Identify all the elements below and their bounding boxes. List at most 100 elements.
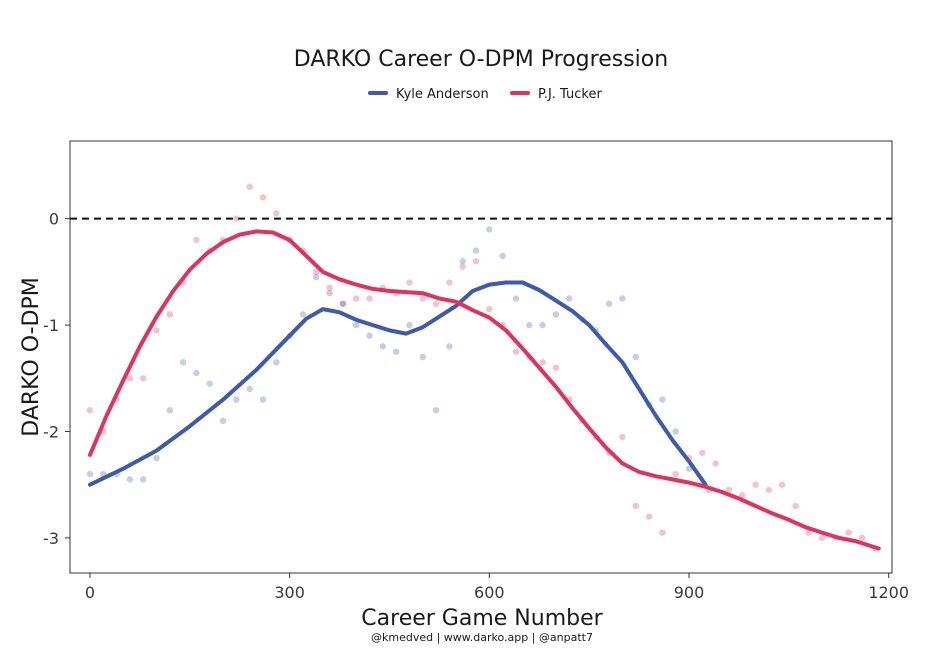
data-point: [499, 252, 506, 260]
data-point: [512, 295, 520, 302]
data-point: [539, 359, 546, 366]
data-point: [672, 428, 679, 435]
data-point: [486, 226, 493, 233]
plot-area: [70, 183, 892, 552]
data-point: [313, 273, 320, 281]
data-point: [565, 295, 573, 302]
legend-label-pj-tucker: P.J. Tucker: [538, 87, 602, 102]
data-point: [632, 353, 639, 361]
data-point: [632, 502, 639, 510]
data-point: [299, 311, 307, 318]
data-point: [339, 300, 347, 307]
data-point: [512, 348, 520, 355]
data-point: [366, 295, 373, 302]
data-point: [193, 369, 200, 377]
data-point: [153, 454, 160, 462]
data-point: [140, 375, 147, 382]
data-point: [166, 311, 174, 318]
x-tick-label: 900: [674, 583, 705, 602]
data-point: [685, 454, 693, 462]
data-point: [459, 258, 466, 265]
data-point: [619, 295, 626, 302]
data-point: [725, 486, 733, 494]
data-point: [419, 353, 426, 361]
data-point: [672, 470, 679, 478]
data-point: [86, 407, 94, 414]
data-point: [432, 300, 440, 307]
legend: Kyle Anderson P.J. Tucker: [368, 87, 602, 102]
data-point: [526, 321, 533, 329]
data-point: [246, 385, 253, 393]
data-point: [659, 396, 666, 403]
data-point: [645, 513, 653, 520]
data-point: [140, 476, 147, 483]
data-point: [858, 534, 866, 542]
data-point: [472, 258, 480, 265]
data-point: [219, 417, 227, 425]
data-point: [339, 300, 347, 307]
data-point: [206, 380, 213, 387]
data-point: [778, 481, 786, 488]
data-point: [273, 210, 280, 217]
data-point: [459, 263, 466, 270]
data-point: [259, 194, 267, 201]
data-point: [153, 327, 160, 334]
data-point: [765, 486, 773, 494]
data-point: [792, 502, 799, 510]
data-point: [126, 476, 134, 483]
series-kyle-anderson: [86, 226, 713, 494]
data-point: [406, 279, 413, 286]
chart-title: DARKO Career O-DPM Progression: [294, 47, 668, 72]
data-point: [685, 465, 693, 472]
data-point: [86, 470, 94, 478]
data-point: [326, 289, 333, 297]
data-point: [739, 492, 746, 499]
data-point: [818, 534, 826, 542]
data-point: [472, 247, 480, 254]
data-point: [619, 433, 626, 441]
data-point: [366, 332, 373, 339]
data-point: [379, 343, 387, 350]
data-point: [845, 529, 852, 536]
data-point: [605, 300, 613, 307]
data-point: [326, 284, 333, 292]
caption: @kmedved | www.darko.app | @anpatt7: [371, 631, 593, 644]
y-tick-label: -1: [43, 316, 59, 335]
data-point: [446, 343, 453, 350]
axes: 0 300 600 900 1200 0 -1 -2 -3: [43, 210, 909, 602]
data-point: [126, 375, 134, 382]
data-point: [353, 321, 360, 329]
x-axis-title: Career Game Number: [361, 606, 603, 631]
legend-label-kyle-anderson: Kyle Anderson: [396, 87, 489, 102]
data-point: [166, 407, 174, 414]
data-point: [259, 396, 267, 403]
trend-line-p-j-tucker: [88, 229, 881, 551]
data-point: [552, 311, 560, 318]
y-tick-label: -2: [43, 422, 59, 441]
data-point: [179, 359, 187, 366]
data-point: [659, 529, 666, 536]
x-tick-label: 600: [474, 583, 505, 602]
data-point: [353, 295, 360, 302]
x-tick-label: 300: [274, 583, 305, 602]
data-point: [406, 321, 413, 329]
y-tick-label: -3: [43, 529, 59, 548]
data-point: [273, 359, 280, 366]
x-tick-label: 0: [85, 583, 95, 602]
data-point: [539, 321, 546, 329]
x-tick-label: 1200: [868, 583, 909, 602]
data-point: [486, 305, 493, 313]
data-point: [392, 348, 400, 355]
data-point: [432, 407, 440, 414]
data-point: [193, 236, 200, 244]
data-point: [419, 295, 426, 302]
data-point: [752, 481, 759, 488]
data-point: [712, 460, 719, 467]
data-point: [805, 529, 813, 536]
data-point: [699, 449, 706, 456]
data-point: [246, 183, 253, 190]
data-point: [446, 279, 453, 286]
trend-line-kyle-anderson: [88, 280, 708, 487]
data-point: [552, 364, 560, 371]
